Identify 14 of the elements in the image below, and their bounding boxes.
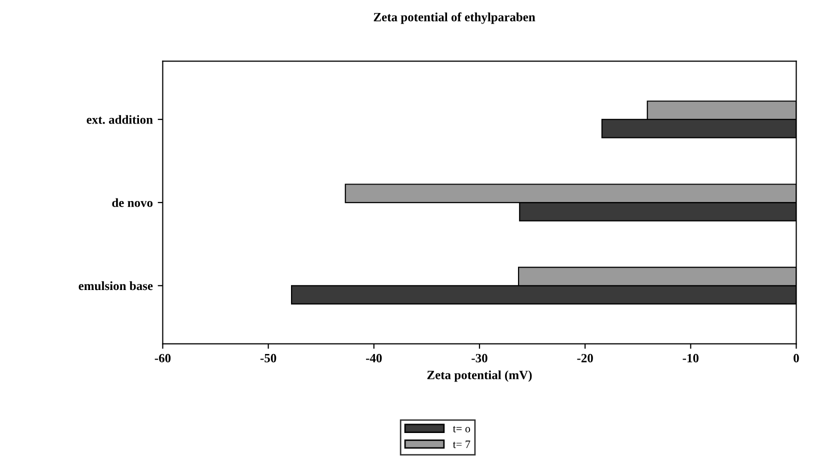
x-axis-title: Zeta potential (mV) — [427, 370, 532, 382]
y-tick-label: de novo — [112, 198, 153, 207]
x-tick-label: -50 — [260, 354, 276, 362]
x-tick-label: -20 — [577, 354, 593, 362]
x-tick-label: -60 — [154, 354, 171, 362]
legend-label: t= 7 — [452, 440, 470, 448]
x-tick-label: 0 — [794, 354, 799, 362]
x-tick-label: -10 — [682, 354, 699, 362]
y-tick-label: emulsion base — [78, 281, 153, 290]
y-tick-label: ext. addition — [86, 115, 153, 124]
x-tick-label: -30 — [472, 354, 488, 362]
legend-label: t= o — [452, 426, 470, 432]
x-tick-label: -40 — [366, 354, 382, 362]
chart-title: Zeta potential of ethylparaben — [374, 12, 536, 24]
